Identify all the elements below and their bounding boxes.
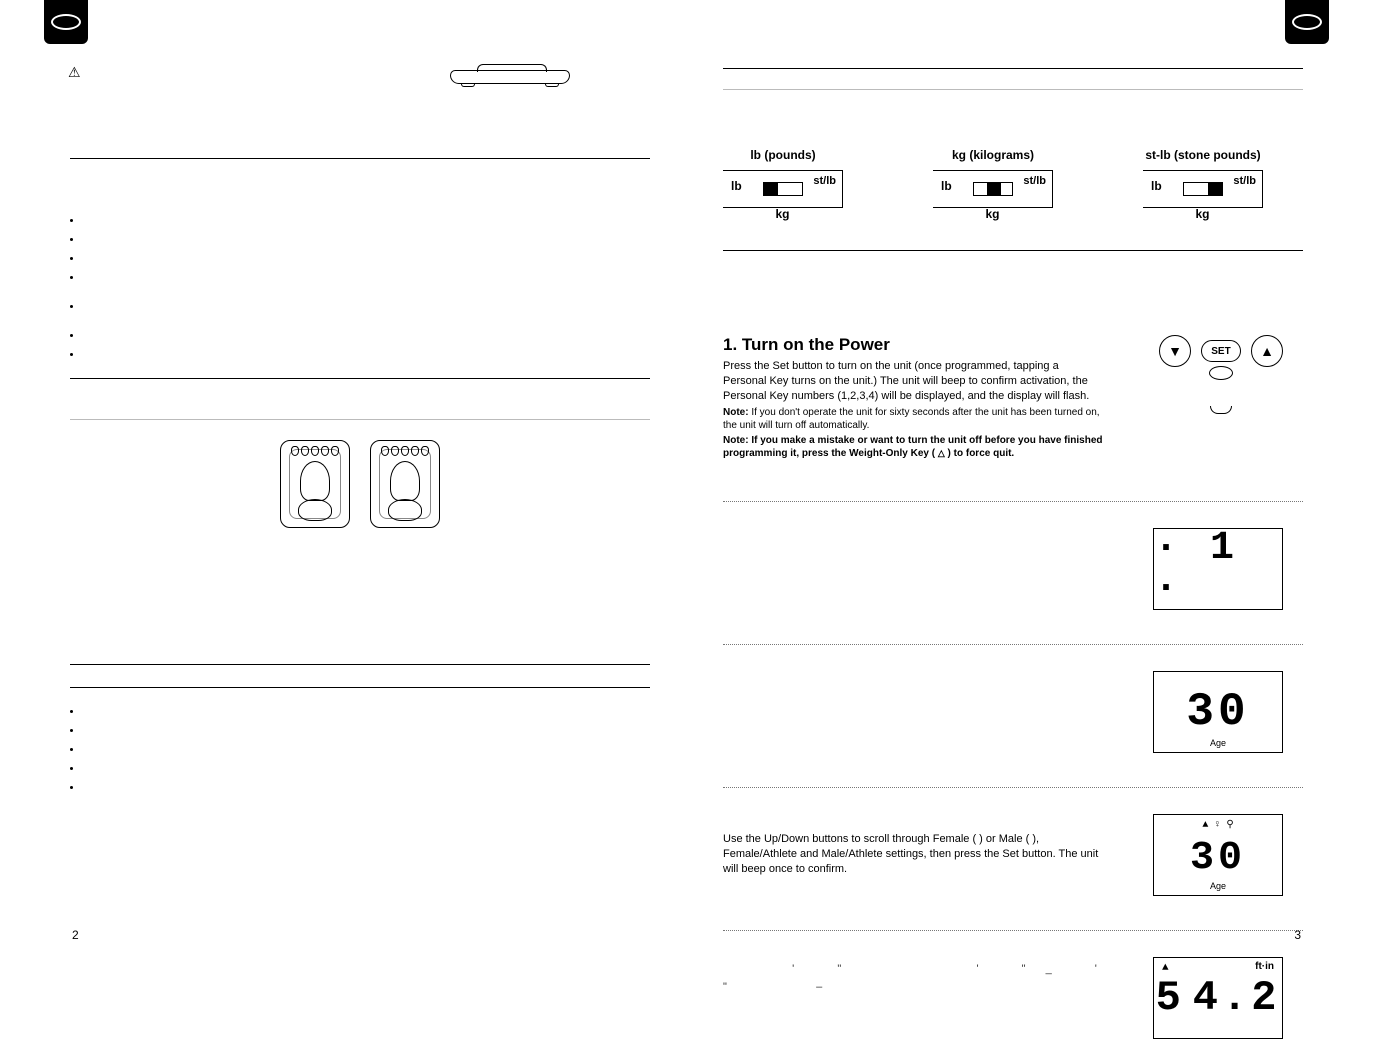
lcd-value: · 1 · [1154, 529, 1282, 609]
lcd-value: 30 [1186, 689, 1249, 735]
list-item [82, 253, 650, 264]
unit-title: lb (pounds) [750, 148, 815, 162]
unit-label-stlb: st/lb [1233, 175, 1256, 187]
unit-label-kg: kg [775, 207, 789, 221]
unit-label-lb: lb [731, 179, 742, 193]
step-1-body: Press the Set button to turn on the unit… [723, 359, 1103, 404]
lcd-inches: 4.2 [1193, 977, 1281, 1019]
step-height-block: ▲ ft·in 5 4.2 ' " ' "_ ' " – [723, 957, 1303, 1057]
scale-side-illustration [450, 70, 570, 84]
unit-switch[interactable] [763, 182, 803, 196]
unit-label-stlb: st/lb [1023, 175, 1046, 187]
rule [70, 664, 650, 665]
lcd-height: ▲ ft·in 5 4.2 [1153, 957, 1283, 1039]
list-item [82, 744, 650, 755]
unit-kg: kg (kilograms) lb st/lb kg [933, 148, 1053, 208]
list-item [82, 725, 650, 736]
list-item [82, 782, 650, 793]
dotted-rule [723, 644, 1303, 645]
unit-label-lb: lb [941, 179, 952, 193]
rule [723, 68, 1303, 69]
page-right: lb (pounds) lb st/lb kg kg (kilograms) l… [723, 0, 1373, 954]
unit-label-kg: kg [985, 207, 999, 221]
bullet-list-bottom [82, 706, 650, 793]
list-item [82, 349, 650, 360]
lcd-gender: ▲ ♀ ⚲ 30 Age [1153, 814, 1283, 896]
page-number-right: 3 [1294, 928, 1301, 942]
step-1-block: ▼ SET ▲ 1. Turn on the Power Press the S… [723, 335, 1303, 475]
list-item [82, 330, 650, 341]
rule [70, 158, 650, 159]
list-item [82, 215, 650, 226]
feet-illustration [70, 440, 650, 528]
lcd-icons: ▲ ♀ ⚲ [1154, 819, 1282, 831]
rule [70, 378, 650, 379]
unit-selector-row: lb (pounds) lb st/lb kg kg (kilograms) l… [723, 148, 1263, 208]
unit-label-stlb: st/lb [813, 175, 836, 187]
unit-title: kg (kilograms) [952, 148, 1034, 162]
unit-switch[interactable] [973, 182, 1013, 196]
step-1-note2: Note: If you make a mistake or want to t… [723, 434, 1123, 460]
list-item [82, 706, 650, 717]
lcd-value: 30 [1190, 839, 1246, 879]
unit-label-kg: kg [1195, 207, 1209, 221]
up-icon: ▲ [1162, 962, 1169, 974]
unit-title: st-lb (stone pounds) [1145, 148, 1260, 162]
list-item [82, 301, 650, 312]
lcd-ftin-label: ft·in [1255, 961, 1274, 972]
step-gender-body: Use the Up/Down buttons to scroll throug… [723, 832, 1103, 877]
unit-stlb: st-lb (stone pounds) lb st/lb kg [1143, 148, 1263, 208]
lcd-age: 30 Age [1153, 671, 1283, 753]
list-item [82, 272, 650, 283]
up-button[interactable]: ▲ [1251, 335, 1283, 367]
note-text: If you don't operate the unit for sixty … [723, 407, 1100, 431]
list-item [82, 763, 650, 774]
rule [723, 250, 1303, 251]
step-age-block: 30 Age [723, 671, 1303, 761]
dotted-rule [723, 787, 1303, 788]
dotted-rule [723, 501, 1303, 502]
note-text: ) to force quit. [945, 448, 1014, 459]
unit-switch[interactable] [1183, 182, 1223, 196]
list-item [82, 234, 650, 245]
rule [723, 89, 1303, 90]
bullet-list-top [82, 215, 650, 360]
lcd-sublabel: Age [1210, 738, 1226, 748]
dotted-rule [723, 930, 1303, 931]
step-1-note1: Note: If you don't operate the unit for … [723, 406, 1103, 432]
mountain-icon: △ [938, 448, 945, 460]
set-button[interactable]: SET [1201, 340, 1241, 362]
note-label: Note: [723, 407, 749, 418]
lcd-feet: 5 [1156, 977, 1185, 1019]
note-text: Note: If you make a mistake or want to t… [723, 435, 1103, 459]
rule [70, 687, 650, 688]
down-button[interactable]: ▼ [1159, 335, 1191, 367]
set-arc [1210, 406, 1232, 414]
page-left [0, 0, 650, 954]
rule [70, 419, 650, 420]
set-indicator [1209, 366, 1233, 380]
unit-label-lb: lb [1151, 179, 1162, 193]
lcd-personal: · 1 · [1153, 528, 1283, 610]
step-gender-block: ▲ ♀ ⚲ 30 Age Use the Up/Down buttons to … [723, 814, 1303, 904]
lcd-sublabel: Age [1210, 881, 1226, 891]
step-personal-block: · 1 · [723, 528, 1303, 618]
page-number-left: 2 [72, 928, 79, 942]
unit-lb: lb (pounds) lb st/lb kg [723, 148, 843, 208]
